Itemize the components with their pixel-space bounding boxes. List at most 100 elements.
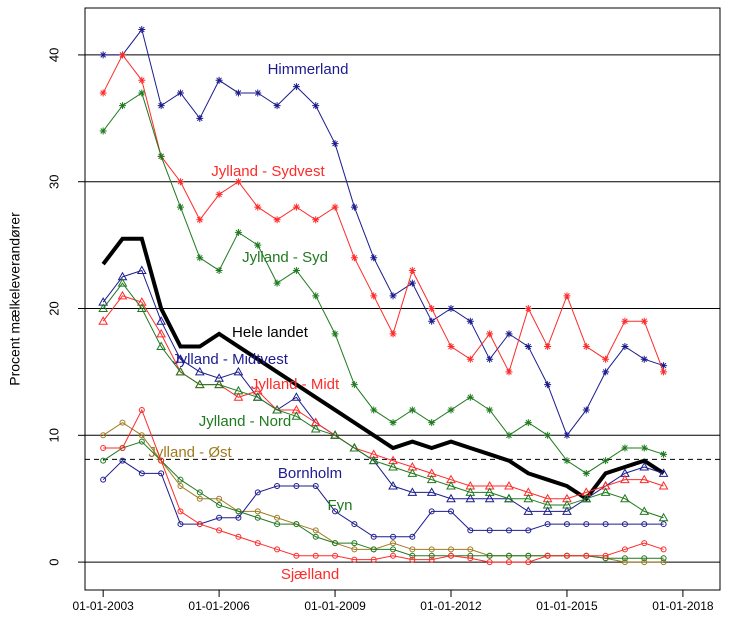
marker <box>138 89 146 97</box>
marker <box>428 419 436 427</box>
marker <box>388 461 398 471</box>
marker <box>658 468 669 477</box>
marker <box>621 555 628 562</box>
marker <box>446 493 456 503</box>
marker <box>407 487 418 496</box>
marker <box>176 178 184 186</box>
marker <box>370 406 378 414</box>
marker <box>119 419 126 426</box>
marker <box>350 203 358 211</box>
marker <box>235 533 242 540</box>
marker <box>582 343 590 351</box>
marker <box>100 444 107 451</box>
marker <box>252 392 263 401</box>
marker <box>214 379 224 389</box>
marker <box>136 265 147 274</box>
marker <box>99 51 107 59</box>
marker <box>136 303 147 313</box>
x-tick-label: 01-01-2009 <box>304 599 366 613</box>
marker <box>660 555 667 562</box>
series-label: Jylland - Nord <box>199 413 292 430</box>
marker <box>563 292 571 300</box>
marker <box>138 470 145 477</box>
marker <box>272 404 282 414</box>
marker <box>117 278 128 287</box>
marker <box>216 495 223 502</box>
marker <box>446 481 456 490</box>
marker <box>274 483 281 490</box>
marker <box>525 552 532 559</box>
marker <box>602 457 610 465</box>
marker <box>254 489 261 496</box>
marker <box>407 468 418 477</box>
marker <box>215 76 223 84</box>
series-line <box>102 282 664 519</box>
marker <box>254 508 261 515</box>
marker <box>118 51 126 59</box>
marker <box>254 540 261 547</box>
marker <box>292 83 300 91</box>
marker <box>621 546 628 553</box>
marker <box>563 521 570 528</box>
marker <box>254 89 262 97</box>
marker <box>156 341 166 351</box>
series <box>100 406 667 566</box>
marker <box>312 552 319 559</box>
marker <box>233 385 244 395</box>
plot-box <box>84 7 721 591</box>
marker <box>312 483 319 490</box>
series-label: Jylland - Øst <box>148 444 232 461</box>
marker <box>562 506 572 515</box>
marker <box>138 438 145 445</box>
marker <box>542 506 553 515</box>
marker <box>216 527 223 534</box>
marker <box>138 76 146 84</box>
marker <box>621 444 629 452</box>
marker <box>235 508 242 515</box>
marker <box>660 559 667 566</box>
marker <box>563 431 571 439</box>
marker <box>620 493 630 503</box>
marker <box>544 381 552 389</box>
marker <box>658 481 669 490</box>
marker <box>523 506 534 515</box>
marker <box>330 430 340 439</box>
x-tick-label: 01-01-2003 <box>72 599 134 613</box>
marker <box>310 423 321 433</box>
marker <box>583 552 590 559</box>
marker <box>274 546 281 553</box>
marker <box>215 190 223 198</box>
y-tick-label: 40 <box>46 48 61 62</box>
marker <box>582 406 590 414</box>
marker <box>486 406 494 414</box>
marker <box>389 292 397 300</box>
marker <box>486 355 494 363</box>
marker <box>505 330 513 338</box>
marker <box>428 305 436 313</box>
marker <box>409 556 416 563</box>
series-label: Hele landet <box>232 324 309 341</box>
y-tick-label: 0 <box>46 558 61 565</box>
marker <box>177 483 184 490</box>
series-label: Jylland - Sydvest <box>211 163 325 180</box>
marker <box>484 493 495 503</box>
series-line <box>102 460 664 538</box>
marker <box>660 362 668 370</box>
marker <box>426 474 437 484</box>
marker <box>331 203 339 211</box>
marker <box>176 89 184 97</box>
marker <box>505 552 512 559</box>
marker <box>409 552 416 559</box>
marker <box>583 521 590 528</box>
marker <box>273 216 281 224</box>
marker <box>448 552 455 559</box>
marker <box>234 89 242 97</box>
series-line <box>102 92 664 474</box>
marker <box>99 127 107 135</box>
marker <box>524 305 532 313</box>
marker <box>351 540 358 547</box>
marker <box>175 366 186 376</box>
marker <box>524 419 532 427</box>
marker <box>523 493 534 503</box>
